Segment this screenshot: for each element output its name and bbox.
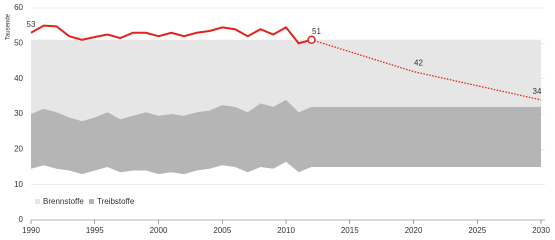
data-label: 53 bbox=[27, 20, 36, 29]
x-tick-label: 2005 bbox=[213, 226, 231, 235]
y-tick-label: 40 bbox=[14, 74, 23, 83]
legend-label: Treibstoffe bbox=[97, 197, 135, 206]
x-tick-label: 1990 bbox=[22, 226, 40, 235]
y-tick-label: 50 bbox=[14, 38, 23, 47]
y-tick-label: 30 bbox=[14, 109, 23, 118]
x-tick-label: 2030 bbox=[532, 226, 550, 235]
y-tick-label: 60 bbox=[14, 3, 23, 12]
x-tick-label: 2025 bbox=[468, 226, 486, 235]
data-label: 42 bbox=[414, 59, 423, 68]
y-axis-label: Tausende bbox=[6, 13, 12, 40]
x-tick-label: 2010 bbox=[277, 226, 295, 235]
data-label: 51 bbox=[312, 27, 321, 36]
data-label: 34 bbox=[533, 87, 542, 96]
y-tick-label: 0 bbox=[19, 215, 24, 224]
x-tick-label: 2020 bbox=[405, 226, 423, 235]
y-tick-label: 10 bbox=[14, 180, 23, 189]
legend-label: Brennstoffe bbox=[43, 197, 84, 206]
legend-swatch bbox=[35, 199, 40, 204]
y-tick-label: 20 bbox=[14, 144, 23, 153]
x-tick-label: 2000 bbox=[150, 226, 168, 235]
projection-start bbox=[307, 35, 316, 45]
line bbox=[30, 24, 312, 45]
legend-swatch bbox=[89, 199, 94, 204]
area-treibstoffe bbox=[31, 99, 541, 175]
x-tick-label: 1995 bbox=[86, 226, 104, 235]
x-tick-label: 2015 bbox=[341, 226, 359, 235]
area-brennstoffe bbox=[31, 39, 541, 122]
